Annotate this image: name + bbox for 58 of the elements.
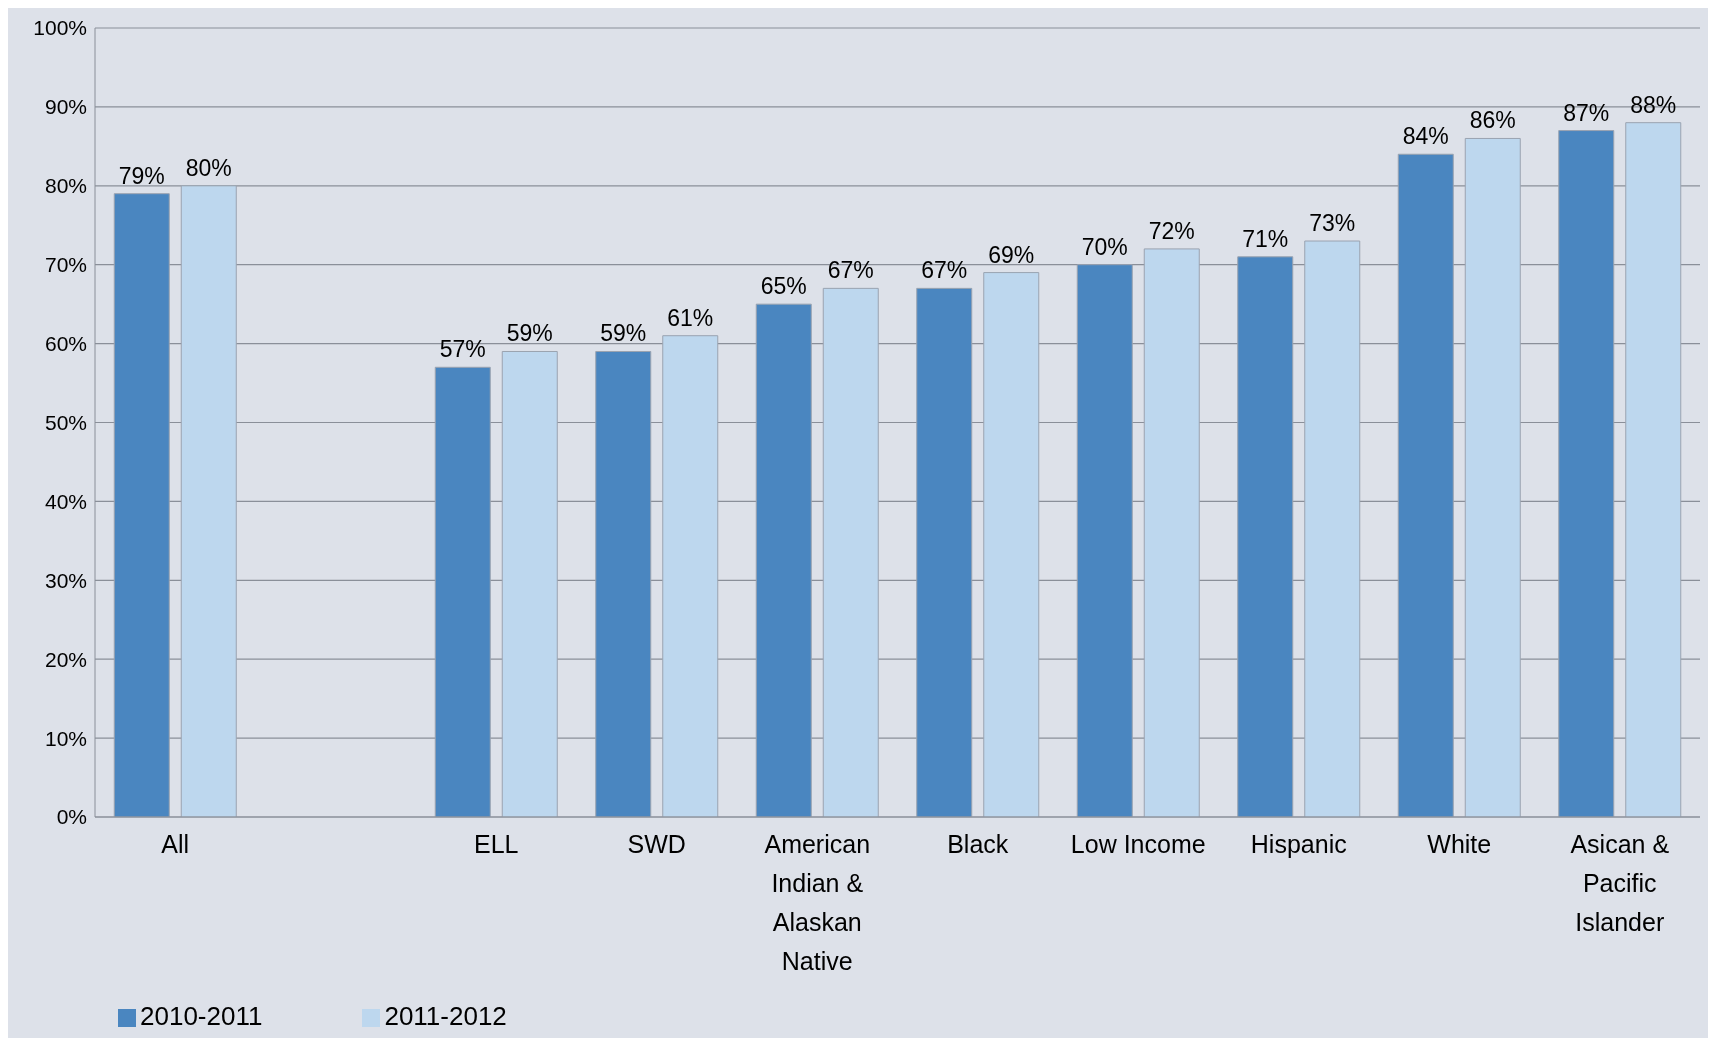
legend-label: 2010-2011	[140, 1001, 263, 1031]
y-tick-label: 80%	[44, 174, 87, 198]
data-label: 67%	[827, 257, 874, 284]
bar	[822, 287, 879, 817]
y-tick-label: 40%	[44, 489, 87, 513]
x-tick-label: All	[161, 830, 190, 858]
bar	[180, 185, 237, 817]
bar	[916, 287, 973, 817]
y-tick-label: 0%	[56, 805, 87, 829]
bar	[662, 335, 719, 817]
x-tick-label: Black	[947, 830, 1009, 858]
x-tick-label: SWD	[627, 830, 686, 858]
bar	[1558, 130, 1615, 817]
data-label: 67%	[921, 257, 968, 284]
y-tick-label: 70%	[44, 253, 87, 277]
data-label: 79%	[118, 162, 165, 189]
data-label: 61%	[667, 304, 714, 331]
y-tick-label: 10%	[44, 726, 87, 750]
x-tick-label: Asican & Pacific Islander	[1570, 830, 1670, 936]
data-label: 69%	[988, 241, 1035, 268]
y-tick-label: 60%	[44, 332, 87, 356]
data-label: 87%	[1563, 99, 1610, 126]
data-label: 59%	[600, 320, 647, 347]
x-tick-label: Hispanic	[1250, 830, 1347, 858]
bar	[1625, 122, 1682, 817]
y-tick-label: 20%	[44, 647, 87, 671]
x-tick-label: American Indian & Alaskan Native	[764, 830, 871, 975]
bar	[1397, 153, 1454, 817]
bar	[113, 193, 170, 817]
legend-label: 2011-2012	[384, 1001, 507, 1031]
bar	[1143, 248, 1200, 817]
y-tick-label: 50%	[44, 410, 87, 434]
data-label: 73%	[1309, 210, 1356, 237]
bar	[1237, 256, 1294, 817]
y-tick-label: 100%	[33, 16, 87, 40]
x-tick-label: ELL	[474, 830, 519, 858]
data-label: 70%	[1081, 233, 1128, 260]
bar	[595, 350, 652, 817]
data-label: 84%	[1402, 123, 1449, 150]
data-label: 59%	[506, 320, 553, 347]
bar	[1304, 240, 1361, 817]
bar	[1076, 264, 1133, 817]
bar	[501, 350, 558, 817]
bar	[755, 303, 812, 817]
data-label: 80%	[185, 154, 232, 181]
data-label: 65%	[760, 273, 807, 300]
data-label: 57%	[439, 336, 486, 363]
x-tick-label: White	[1427, 830, 1492, 858]
y-tick-label: 90%	[44, 95, 87, 119]
bar	[983, 272, 1040, 817]
y-tick-label: 30%	[44, 568, 87, 592]
data-label: 88%	[1630, 91, 1677, 118]
data-label: 72%	[1148, 217, 1195, 244]
bar	[1464, 137, 1521, 817]
data-label: 71%	[1242, 225, 1289, 252]
bar	[434, 366, 491, 817]
x-tick-label: Low Income	[1070, 830, 1206, 858]
data-label: 86%	[1469, 107, 1516, 134]
